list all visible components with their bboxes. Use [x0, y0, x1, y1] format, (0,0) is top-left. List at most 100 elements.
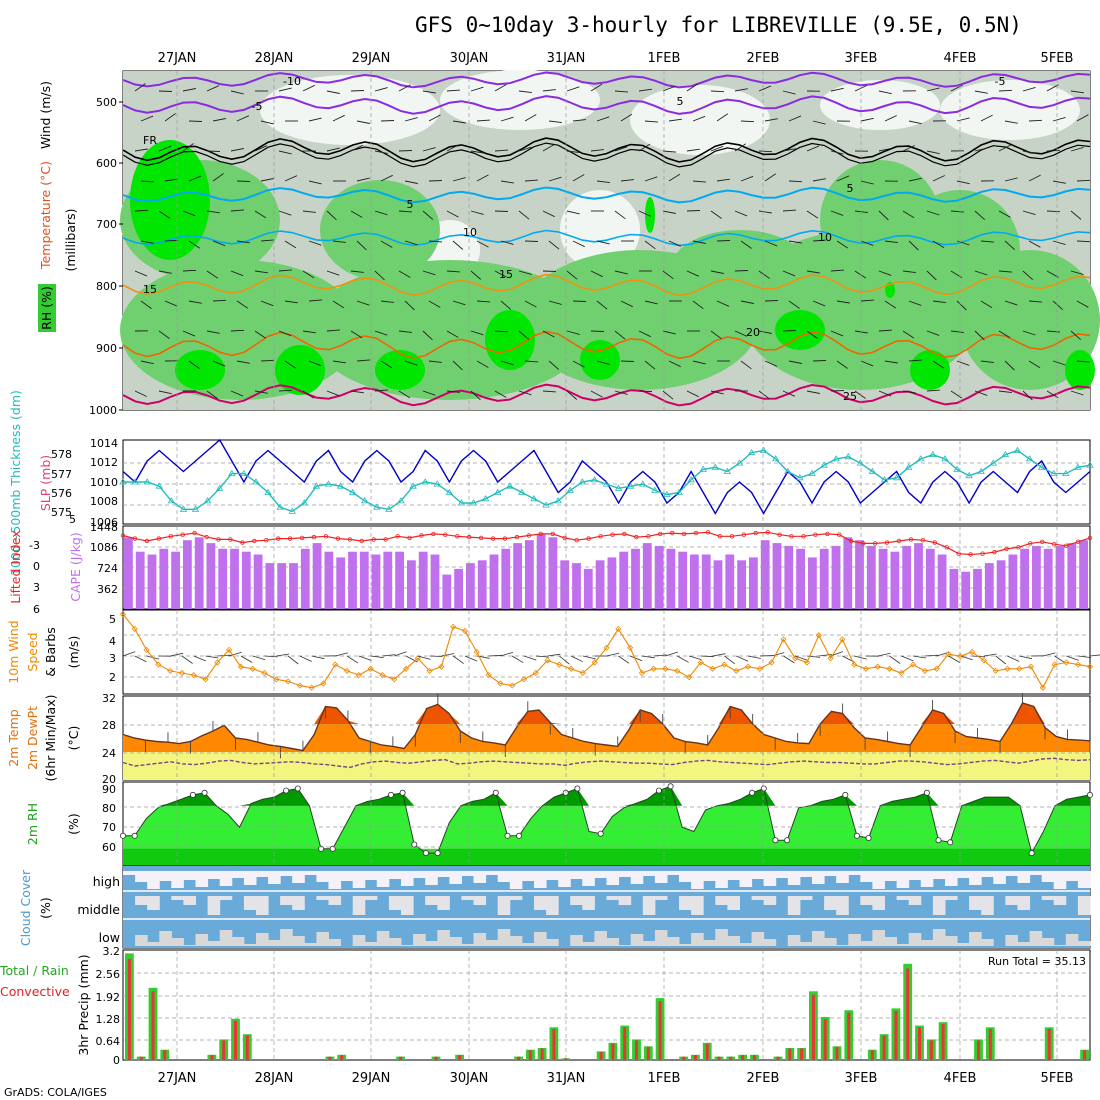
wind-barb — [404, 300, 415, 311]
wind-barb — [374, 330, 388, 336]
cloud-high-gap — [534, 871, 547, 888]
wind-barb — [1028, 174, 1041, 182]
thickness-tick: 576 — [51, 487, 72, 500]
wind-barb — [470, 150, 484, 154]
wind-barb — [380, 300, 394, 303]
wind10m-barb — [122, 651, 136, 657]
cape-bar — [1008, 554, 1018, 609]
cape-bar — [619, 551, 629, 609]
wind10m-units-label: (m/s) — [66, 636, 81, 669]
rh2m-point — [283, 787, 290, 794]
wind-barb — [356, 120, 370, 124]
thickness-tick: 578 — [51, 448, 72, 461]
rh2m-point — [1028, 850, 1035, 857]
wind-barb — [710, 210, 722, 219]
wind10m-barb — [181, 655, 193, 664]
cloud-low-gap — [739, 943, 753, 946]
wind-barb — [422, 270, 436, 276]
wind-speed-point — [402, 665, 410, 672]
cape-bar — [194, 537, 204, 609]
wind-barb — [422, 147, 436, 152]
wind-barb — [236, 180, 251, 182]
cloud-mid-gap — [256, 896, 269, 915]
wind-speed-point — [980, 657, 987, 664]
wind10m-barb — [783, 655, 795, 664]
cloud-low-gap — [872, 930, 885, 946]
wind-barb — [476, 300, 491, 303]
precip-convective-bar — [245, 1035, 249, 1060]
wind-barb — [1022, 390, 1033, 401]
wind-barb — [164, 239, 179, 242]
wind-barb — [284, 240, 297, 249]
precip-convective-bar — [693, 1055, 697, 1060]
cloud-high-gap — [969, 871, 982, 885]
wind-barb — [260, 300, 274, 307]
cape-bar — [996, 560, 1006, 609]
wind-barb — [212, 360, 226, 367]
cloud-mid-gap — [715, 896, 728, 905]
cloud-mid-gap — [183, 896, 196, 905]
cloud-low-gap — [1005, 935, 1018, 946]
wind-barb — [278, 389, 293, 392]
thickness-point — [300, 499, 309, 506]
cape-bar — [631, 548, 640, 609]
cape-bar — [1032, 545, 1041, 609]
wind-barb — [182, 210, 196, 217]
wind-barb — [620, 360, 635, 362]
temp2m-tick: 32 — [102, 692, 116, 705]
wind-barb — [644, 176, 658, 182]
wind-barb — [926, 330, 940, 336]
wind-barb — [830, 269, 845, 272]
wind-barb — [902, 270, 916, 274]
wind-barb — [686, 210, 701, 212]
rh-dry-area — [820, 80, 940, 130]
wind-barb — [164, 178, 178, 182]
wind-barb — [1052, 240, 1066, 246]
wind-barb — [620, 179, 634, 182]
wind-barb — [1076, 114, 1089, 122]
wind10m-barb — [299, 655, 312, 662]
cape-bar — [749, 557, 758, 609]
wind-barb — [764, 300, 779, 302]
wind-barb — [758, 150, 773, 153]
date-label-bottom: 2FEB — [747, 1071, 780, 1086]
wind-barb — [374, 270, 385, 281]
wind-barb — [1076, 300, 1089, 308]
cloud-high-gap — [703, 871, 716, 881]
cloud-high-gap — [727, 871, 740, 880]
wind-barb — [356, 177, 370, 182]
wind-barb — [692, 240, 706, 244]
cloud-low-gap — [594, 931, 607, 946]
rh2m-point — [784, 837, 791, 844]
precip-convective-bar — [847, 1012, 851, 1060]
cloud-mid-gap — [945, 896, 958, 900]
precip-convective-bar — [328, 1056, 332, 1060]
wind-barb — [644, 120, 659, 123]
wind-barb — [494, 84, 507, 92]
wind-barb — [350, 90, 365, 92]
wind-barb — [590, 149, 604, 152]
wind10m-barbs-label: & Barbs — [43, 627, 58, 677]
wind-speed-point — [414, 655, 421, 662]
cloud-low-gap — [908, 933, 922, 946]
lifted-index-axis-label: Lifted Index — [8, 530, 23, 604]
cloud-mid-gap — [219, 896, 233, 900]
wind-barb — [140, 360, 154, 365]
wind-barb — [134, 83, 146, 92]
cloud-mid-gap — [872, 896, 885, 910]
cape-axis-label: CAPE (J/kg) — [68, 532, 83, 602]
cloud-high-gap — [751, 871, 765, 879]
slp-tick: 1008 — [90, 495, 118, 508]
wind-barb — [980, 240, 995, 243]
wind-barb — [182, 330, 196, 337]
cape-bar — [925, 548, 935, 609]
wind-barb — [374, 87, 388, 92]
cloud-low-gap — [836, 945, 849, 946]
wind-barb — [596, 360, 610, 365]
cloud-high-gap — [388, 871, 402, 879]
cloud-low-gap — [1077, 941, 1091, 946]
date-label-bottom: 28JAN — [255, 1071, 294, 1086]
wind-barb — [260, 120, 274, 125]
cloud-mid-gap — [461, 896, 474, 900]
cape-bar — [855, 540, 864, 609]
